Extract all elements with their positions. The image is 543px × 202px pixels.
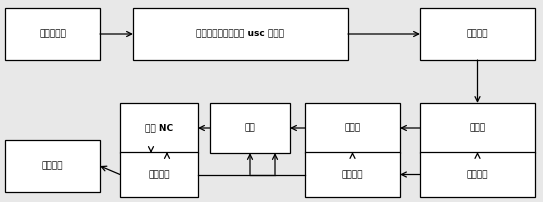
Text: 传送程序: 传送程序 <box>42 162 63 170</box>
Text: 把图形合适的角放在 usc 的零点: 把图形合适的角放在 usc 的零点 <box>197 29 285 39</box>
Text: 生成 NC: 生成 NC <box>145 123 173 133</box>
Bar <box>420 103 535 153</box>
Bar <box>305 152 400 197</box>
Bar <box>5 140 100 192</box>
Text: 优化: 优化 <box>245 123 255 133</box>
Text: 参数设置: 参数设置 <box>467 170 488 179</box>
Bar <box>120 103 198 153</box>
Text: 单点冲: 单点冲 <box>344 123 361 133</box>
Bar <box>133 8 348 60</box>
Bar <box>305 103 400 153</box>
Text: 计算机绘图: 计算机绘图 <box>39 29 66 39</box>
Text: 模具库: 模具库 <box>470 123 485 133</box>
Text: 板材设置: 板材设置 <box>467 29 488 39</box>
Bar <box>5 8 100 60</box>
Text: 模拟演示: 模拟演示 <box>148 170 170 179</box>
Bar <box>210 103 290 153</box>
Bar <box>420 152 535 197</box>
Bar <box>120 152 198 197</box>
Bar <box>420 8 535 60</box>
Text: 自动配刀: 自动配刀 <box>342 170 363 179</box>
